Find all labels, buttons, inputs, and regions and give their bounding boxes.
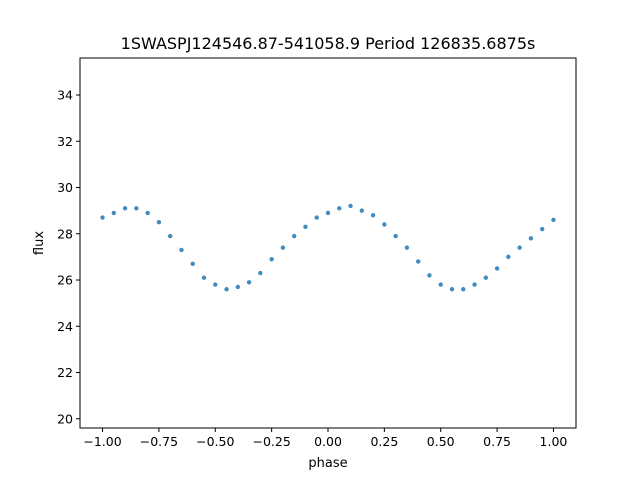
data-point <box>517 245 522 250</box>
scatter-points <box>100 203 556 292</box>
x-axis: −1.00 −0.75 −0.50 −0.25 0.00 0.25 0.50 0.75 1.00 <box>83 428 567 449</box>
data-point <box>337 206 342 211</box>
y-axis: 20 22 24 26 28 30 32 34 <box>57 88 80 426</box>
data-point <box>359 208 365 213</box>
y-axis-label: flux <box>32 231 47 255</box>
y-tick-label: 30 <box>57 180 73 195</box>
data-point <box>415 259 421 264</box>
x-tick-label: −1.00 <box>83 434 121 449</box>
data-point <box>246 280 252 285</box>
data-point <box>190 261 195 267</box>
data-point <box>258 270 263 276</box>
data-point <box>179 247 184 253</box>
data-point <box>494 266 500 271</box>
data-point <box>506 254 511 260</box>
y-tick-label: 22 <box>57 365 73 380</box>
y-tick-label: 26 <box>57 273 73 288</box>
x-tick-label: −0.50 <box>196 434 234 449</box>
y-tick-label: 28 <box>57 226 73 241</box>
data-point <box>145 210 150 216</box>
x-tick-label: 0.25 <box>370 434 398 449</box>
y-tick-label: 24 <box>57 319 73 334</box>
data-point <box>551 217 556 223</box>
data-point <box>370 213 376 218</box>
data-point <box>404 245 410 250</box>
data-point <box>438 282 443 287</box>
data-point <box>382 222 387 227</box>
data-point <box>100 215 105 220</box>
y-tick-label: 20 <box>57 411 73 426</box>
data-point <box>348 203 353 209</box>
data-point <box>134 206 139 211</box>
y-tick-label: 32 <box>57 134 73 149</box>
x-tick-label: −0.25 <box>252 434 290 449</box>
data-point <box>483 275 489 280</box>
y-tick-label: 34 <box>57 88 73 103</box>
data-point <box>201 275 207 280</box>
x-tick-label: 0.75 <box>483 434 511 449</box>
data-point <box>539 226 545 232</box>
data-point <box>111 210 117 216</box>
data-point <box>303 224 308 230</box>
data-point <box>461 287 466 292</box>
data-point <box>280 245 286 250</box>
data-point <box>224 287 229 292</box>
x-axis-label: phase <box>308 456 347 471</box>
data-point <box>314 215 319 220</box>
x-tick-label: 0.50 <box>427 434 455 449</box>
data-point <box>472 282 477 287</box>
data-point <box>291 233 297 239</box>
data-point <box>235 284 241 290</box>
data-point <box>167 233 173 239</box>
data-point <box>156 219 162 225</box>
data-point <box>427 273 432 278</box>
chart-title: 1SWASPJ124546.87-541058.9 Period 126835.… <box>121 34 536 53</box>
data-point <box>393 233 398 239</box>
x-tick-label: 1.00 <box>540 434 568 449</box>
data-point <box>269 256 274 262</box>
x-tick-label: −0.75 <box>140 434 178 449</box>
x-tick-label: 0.00 <box>314 434 342 449</box>
data-point <box>213 282 218 287</box>
data-point <box>325 210 331 216</box>
data-point <box>122 206 128 211</box>
data-point <box>528 236 534 241</box>
data-point <box>449 287 455 292</box>
